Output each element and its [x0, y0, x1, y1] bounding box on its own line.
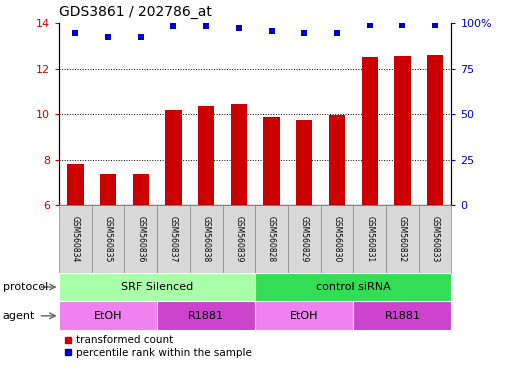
Bar: [353, 205, 386, 273]
Point: [71, 30, 80, 36]
Text: EtOH: EtOH: [94, 311, 122, 321]
Bar: [59, 301, 157, 330]
Bar: [198, 106, 214, 205]
Bar: [132, 174, 149, 205]
Point: [267, 28, 275, 34]
Bar: [255, 205, 288, 273]
Point: [366, 22, 374, 28]
Text: GSM560837: GSM560837: [169, 216, 178, 262]
Text: R1881: R1881: [384, 311, 420, 321]
Point: [333, 30, 341, 36]
Point: [398, 22, 406, 28]
Bar: [100, 174, 116, 205]
Text: GSM560839: GSM560839: [234, 216, 243, 262]
Bar: [288, 205, 321, 273]
Bar: [263, 116, 280, 205]
Text: GSM560828: GSM560828: [267, 216, 276, 262]
Bar: [59, 205, 92, 273]
Text: GSM560830: GSM560830: [332, 216, 342, 262]
Text: GSM560831: GSM560831: [365, 216, 374, 262]
Point: [202, 23, 210, 30]
Bar: [427, 55, 443, 205]
Bar: [92, 205, 124, 273]
Text: GSM560829: GSM560829: [300, 216, 309, 262]
Bar: [190, 205, 223, 273]
Text: GDS3861 / 202786_at: GDS3861 / 202786_at: [59, 5, 212, 19]
Text: GSM560838: GSM560838: [202, 216, 211, 262]
Bar: [255, 301, 353, 330]
Text: GSM560836: GSM560836: [136, 216, 145, 262]
Bar: [223, 205, 255, 273]
Bar: [296, 120, 312, 205]
Bar: [157, 205, 190, 273]
Bar: [157, 301, 255, 330]
Point: [104, 34, 112, 40]
Bar: [329, 115, 345, 205]
Bar: [165, 110, 182, 205]
Text: agent: agent: [3, 311, 35, 321]
Bar: [231, 104, 247, 205]
Bar: [362, 57, 378, 205]
Point: [136, 34, 145, 40]
Bar: [59, 273, 255, 301]
Text: GSM560834: GSM560834: [71, 216, 80, 262]
Text: protocol: protocol: [3, 282, 48, 292]
Bar: [321, 205, 353, 273]
Point: [169, 23, 177, 30]
Text: control siRNA: control siRNA: [316, 282, 391, 292]
Text: GSM560833: GSM560833: [430, 216, 440, 262]
Text: SRF Silenced: SRF Silenced: [121, 282, 193, 292]
Point: [235, 25, 243, 31]
Point: [431, 22, 439, 28]
Legend: transformed count, percentile rank within the sample: transformed count, percentile rank withi…: [64, 336, 251, 358]
Text: EtOH: EtOH: [290, 311, 319, 321]
Text: R1881: R1881: [188, 311, 224, 321]
Bar: [394, 56, 410, 205]
Bar: [419, 205, 451, 273]
Bar: [255, 273, 451, 301]
Text: GSM560835: GSM560835: [104, 216, 112, 262]
Text: GSM560832: GSM560832: [398, 216, 407, 262]
Bar: [353, 301, 451, 330]
Bar: [67, 164, 84, 205]
Bar: [386, 205, 419, 273]
Point: [300, 30, 308, 36]
Bar: [124, 205, 157, 273]
